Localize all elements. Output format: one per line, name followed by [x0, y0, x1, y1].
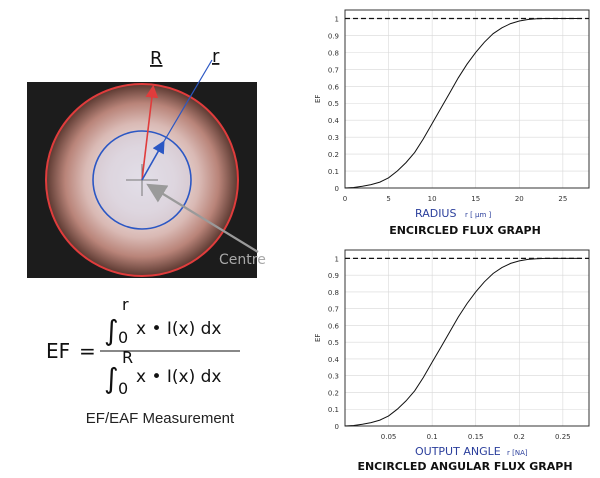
y-tick-label: 0 [335, 185, 339, 193]
y-tick-label: 0.8 [328, 49, 339, 57]
x-tick-label: 5 [386, 195, 390, 203]
label-R: R [150, 48, 163, 69]
x-axis-unit: r [ μm ] [465, 211, 492, 219]
encircled-angular-flux-chart-title: ENCIRCLED ANGULAR FLUX GRAPH [357, 460, 573, 473]
label-r: r [212, 46, 220, 67]
y-tick-label: 0.9 [328, 32, 339, 40]
y-tick-label: 0.2 [328, 151, 339, 159]
plot-frame [344, 9, 590, 189]
numerator-integral-sign: ∫ [104, 314, 119, 347]
label-centre: Centre [219, 252, 266, 268]
encircled-flux-chart-title: ENCIRCLED FLUX GRAPH [389, 224, 541, 237]
outer-circle-R [45, 83, 239, 277]
x-tick-label: 15 [471, 195, 480, 203]
y-tick-label: 0.5 [328, 339, 339, 347]
y-tick-label: 0.6 [328, 83, 340, 91]
denominator-lower-limit: 0 [118, 379, 128, 398]
y-tick-label: 0.8 [328, 289, 339, 297]
denominator-integral-sign: ∫ [104, 362, 119, 395]
y-axis-label: EF [315, 334, 322, 342]
series-line [344, 18, 581, 189]
y-tick-label: 1 [335, 255, 339, 263]
diagram-caption: EF/EAF Measurement [85, 410, 235, 427]
x-tick-label: 0.2 [514, 433, 525, 441]
y-tick-label: 0.1 [328, 168, 339, 176]
radius-r-arrow [141, 140, 165, 181]
x-axis-label: RADIUS [415, 207, 456, 220]
numerator-integrand: x • I(x) dx [136, 319, 222, 339]
y-axis-label: EF [315, 95, 322, 103]
encircled-flux-chart: 00.10.20.30.40.50.60.70.80.910 5 10 15 20 25E… [315, 9, 590, 220]
x-axis-unit: r [NA] [507, 449, 528, 457]
x-tick-label: 10 [428, 195, 437, 203]
y-tick-label: 0.4 [328, 117, 340, 125]
x-tick-label: 20 [515, 195, 524, 203]
y-tick-label: 0.5 [328, 100, 339, 108]
numerator-upper-limit: r [122, 295, 129, 314]
y-tick-label: 0.4 [328, 356, 340, 364]
y-tick-label: 0.7 [328, 66, 339, 74]
x-tick-label: 0 [343, 195, 347, 203]
series-line [344, 257, 581, 427]
formula-equals: = [79, 339, 96, 363]
x-tick-label: 0.15 [468, 433, 484, 441]
x-tick-label: 0.25 [555, 433, 571, 441]
x-tick-label: 0.1 [427, 433, 438, 441]
y-tick-label: 0.9 [328, 272, 339, 280]
numerator-lower-limit: 0 [118, 328, 128, 347]
y-tick-label: 0.6 [328, 322, 340, 330]
y-tick-label: 0 [335, 423, 339, 431]
y-tick-label: 0.3 [328, 373, 339, 381]
y-tick-label: 1 [335, 15, 339, 23]
radius-R-arrow [141, 84, 159, 181]
formula-lhs: EF [46, 339, 70, 363]
denominator-upper-limit: R [122, 348, 133, 367]
plot-frame [344, 249, 590, 427]
x-tick-label: 25 [558, 195, 567, 203]
y-tick-label: 0.7 [328, 306, 339, 314]
y-tick-label: 0.2 [328, 389, 339, 397]
encircled-angular-flux-chart: 0 0.1 0.2 0.3 0.4 0.5 0.6 0.7 0.8 0.9 1 0.05 0.1 0.15… [315, 249, 590, 458]
x-axis-label: OUTPUT ANGLE [415, 445, 501, 458]
ef-formula: EF = ∫ r 0 x • I(x) dx ∫ R 0 x • I(x) dx [46, 295, 240, 398]
denominator-integrand: x • I(x) dx [136, 367, 222, 387]
y-tick-label: 0.1 [328, 406, 339, 414]
encircled-flux-diagram: R r Centre [27, 46, 266, 278]
radius-r-leader [162, 59, 213, 144]
x-tick-label: 0.05 [381, 433, 397, 441]
centre-pointer [146, 183, 259, 253]
y-tick-label: 0.3 [328, 134, 339, 142]
